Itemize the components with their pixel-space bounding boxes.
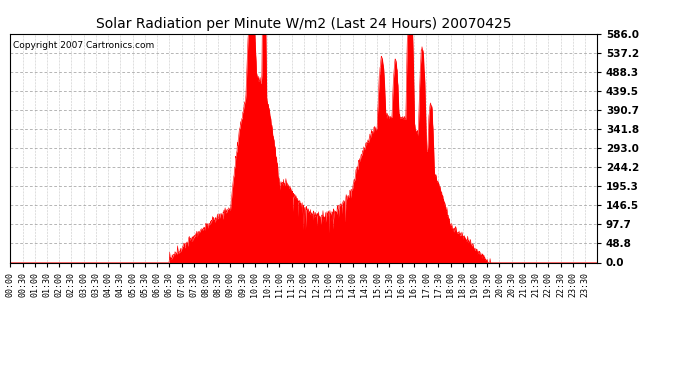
Text: Copyright 2007 Cartronics.com: Copyright 2007 Cartronics.com bbox=[13, 40, 155, 50]
Title: Solar Radiation per Minute W/m2 (Last 24 Hours) 20070425: Solar Radiation per Minute W/m2 (Last 24… bbox=[96, 17, 511, 31]
